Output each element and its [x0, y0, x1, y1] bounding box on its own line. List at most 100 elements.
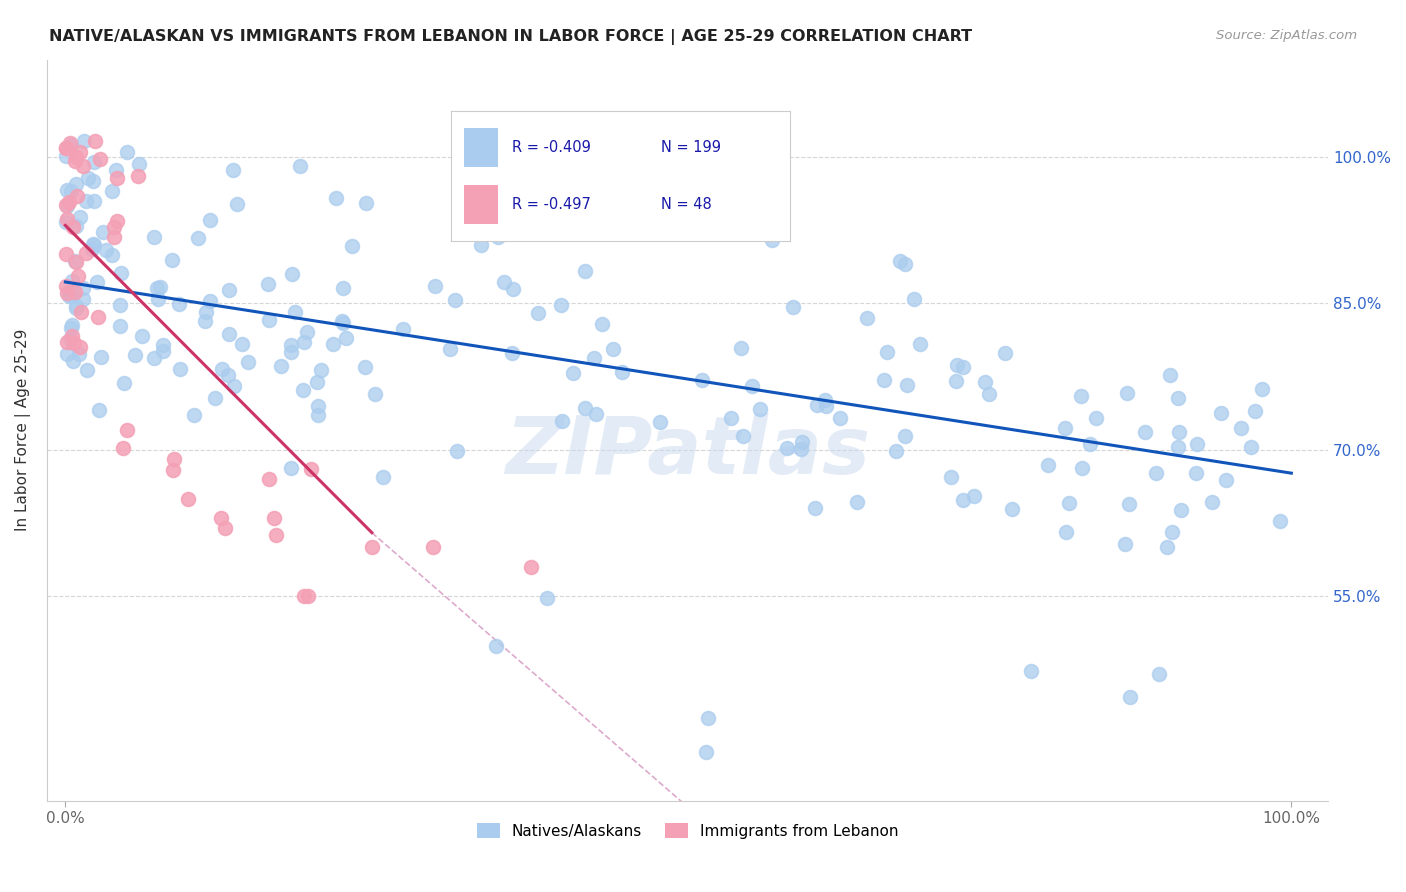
Point	[550, 298, 572, 312]
Point	[288, 159, 311, 173]
Point	[520, 559, 543, 574]
Point	[75, 245, 97, 260]
Point	[60, 318, 83, 333]
Point	[103, 219, 125, 234]
Point	[903, 293, 925, 307]
Point	[55, 198, 77, 212]
Point	[1057, 496, 1080, 510]
Point	[58, 287, 80, 301]
Point	[305, 375, 328, 389]
Point	[695, 745, 717, 759]
Point	[846, 495, 869, 509]
Point	[551, 414, 574, 428]
Point	[776, 442, 799, 456]
Point	[145, 281, 167, 295]
Point	[650, 415, 672, 429]
Point	[65, 255, 87, 269]
Point	[62, 354, 84, 368]
Point	[292, 589, 315, 603]
Point	[443, 293, 465, 307]
Point	[280, 267, 302, 281]
Point	[200, 293, 222, 308]
Point	[1240, 440, 1263, 454]
Point	[1250, 382, 1272, 396]
Point	[194, 314, 217, 328]
Point	[110, 266, 132, 280]
Point	[748, 402, 770, 417]
Point	[149, 280, 172, 294]
Point	[60, 184, 83, 198]
Point	[177, 491, 200, 506]
Point	[1001, 502, 1024, 516]
Point	[76, 363, 98, 377]
Point	[82, 236, 104, 251]
Point	[56, 183, 79, 197]
Point	[886, 443, 908, 458]
Point	[952, 360, 974, 375]
Point	[108, 318, 131, 333]
Point	[720, 411, 742, 425]
Point	[214, 521, 236, 535]
Point	[1209, 406, 1232, 420]
Point	[364, 387, 387, 401]
Point	[1161, 524, 1184, 539]
Point	[1078, 436, 1101, 450]
Point	[209, 511, 232, 525]
Point	[1147, 666, 1170, 681]
Point	[100, 248, 122, 262]
Point	[889, 253, 911, 268]
Point	[526, 306, 548, 320]
Point	[143, 351, 166, 365]
Point	[470, 237, 492, 252]
Point	[280, 345, 302, 359]
Point	[77, 170, 100, 185]
Point	[392, 322, 415, 336]
Point	[83, 194, 105, 208]
Point	[115, 145, 138, 159]
Point	[574, 264, 596, 278]
Point	[59, 137, 82, 152]
Point	[1229, 421, 1251, 435]
Point	[65, 285, 87, 299]
Point	[1054, 524, 1077, 539]
Point	[602, 342, 624, 356]
Point	[322, 337, 344, 351]
Point	[65, 299, 87, 313]
Point	[110, 297, 132, 311]
Point	[896, 378, 918, 392]
Point	[731, 428, 754, 442]
Point	[55, 247, 77, 261]
Point	[84, 134, 107, 148]
Point	[574, 401, 596, 415]
Point	[946, 359, 969, 373]
Point	[222, 379, 245, 393]
Point	[977, 387, 1000, 401]
Point	[103, 230, 125, 244]
Point	[83, 237, 105, 252]
Point	[697, 711, 720, 725]
Point	[332, 316, 354, 330]
Point	[280, 461, 302, 475]
Point	[502, 282, 524, 296]
Point	[1019, 664, 1042, 678]
Point	[484, 640, 506, 654]
Point	[1243, 404, 1265, 418]
Point	[536, 591, 558, 605]
Point	[82, 174, 104, 188]
Point	[804, 500, 827, 515]
Point	[105, 162, 128, 177]
Point	[1144, 467, 1167, 481]
Point	[187, 231, 209, 245]
Point	[200, 213, 222, 227]
Point	[259, 312, 281, 326]
Point	[307, 399, 329, 413]
Point	[1114, 537, 1136, 551]
Point	[815, 399, 838, 413]
Point	[55, 141, 77, 155]
Point	[60, 288, 83, 302]
Point	[873, 374, 896, 388]
Point	[69, 210, 91, 224]
Point	[340, 239, 363, 253]
Point	[72, 292, 94, 306]
Point	[231, 337, 253, 351]
